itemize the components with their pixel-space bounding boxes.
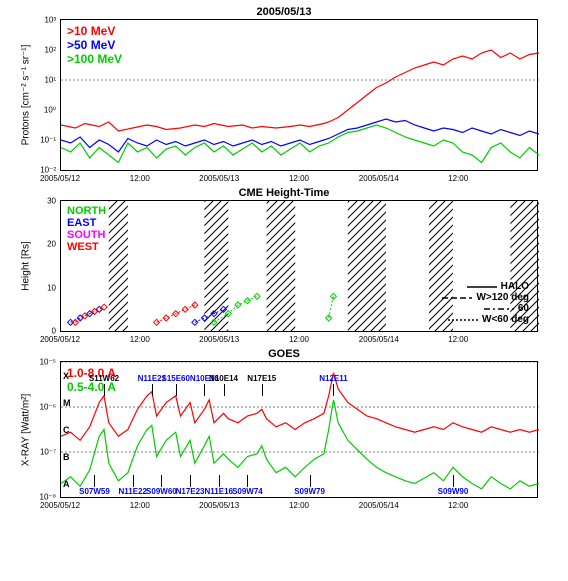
x-tick-label: 2005/05/14	[359, 501, 399, 510]
flare-tick	[247, 475, 248, 487]
flare-tick	[333, 384, 334, 396]
date-title: 2005/05/13	[5, 5, 563, 19]
goes-x-ticks: 2005/05/1212:002005/05/1312:002005/05/14…	[60, 501, 538, 513]
x-tick-label: 12:00	[448, 174, 468, 183]
y-tick-label: 30	[36, 197, 56, 206]
x-tick-label: 2005/05/13	[199, 335, 239, 344]
x-tick-label: 2005/05/13	[199, 501, 239, 510]
flare-tick	[219, 475, 220, 487]
flare-tick	[204, 384, 205, 396]
x-tick-label: 2005/05/13	[199, 174, 239, 183]
y-tick-label: 10²	[26, 46, 56, 55]
flare-label: S11W62	[89, 374, 119, 383]
protons-y-label: Protons [cm⁻² s⁻¹ sr⁻¹]	[21, 45, 32, 146]
flare-tick	[161, 475, 162, 487]
flare-label: N17E15	[247, 374, 276, 383]
goes-panel: X-RAY [Watt/m²] 1.0-8.0 A0.5-4.0 A 10⁻⁸1…	[60, 361, 538, 498]
flare-label: N17E23	[176, 487, 205, 496]
y-tick-label: 10⁻⁵	[26, 358, 56, 367]
y-tick-label: 10⁻¹	[26, 136, 56, 145]
flare-tick	[94, 475, 95, 487]
figure-container: 2005/05/13 Protons [cm⁻² s⁻¹ sr⁻¹] >10 M…	[5, 5, 563, 513]
flare-label: S09W60	[146, 487, 177, 496]
cme-y-label: Height [Rs]	[21, 241, 32, 290]
flare-tick	[453, 475, 454, 487]
protons-plot	[61, 20, 539, 170]
flare-tick	[190, 475, 191, 487]
flare-tick	[224, 384, 225, 396]
flare-label: N10E14	[209, 374, 238, 383]
flare-tick	[176, 384, 177, 396]
flare-tick	[310, 475, 311, 487]
goes-title: GOES	[5, 347, 563, 361]
x-tick-label: 2005/05/12	[40, 335, 80, 344]
protons-x-ticks: 2005/05/1212:002005/05/1312:002005/05/14…	[60, 174, 538, 186]
y-tick-label: 20	[36, 240, 56, 249]
x-tick-label: 12:00	[448, 501, 468, 510]
cme-plot	[61, 201, 539, 331]
y-tick-label: 10⁰	[26, 106, 56, 115]
flare-label: S15E60	[161, 374, 189, 383]
x-tick-label: 12:00	[289, 174, 309, 183]
flare-label: S09W79	[294, 487, 325, 496]
flare-tick	[104, 384, 105, 396]
flare-label: N11E22	[118, 487, 146, 496]
x-tick-label: 2005/05/14	[359, 174, 399, 183]
x-tick-label: 12:00	[130, 335, 150, 344]
cme-title: CME Height-Time	[5, 186, 563, 200]
flare-tick	[152, 384, 153, 396]
flare-label: S09W74	[232, 487, 263, 496]
y-tick-label: 10⁻⁷	[26, 448, 56, 457]
y-tick-label: 10³	[26, 16, 56, 25]
x-tick-label: 12:00	[130, 501, 150, 510]
protons-panel: Protons [cm⁻² s⁻¹ sr⁻¹] >10 MeV>50 MeV>1…	[60, 19, 538, 171]
flare-label: S07W59	[79, 487, 110, 496]
x-tick-label: 2005/05/14	[359, 335, 399, 344]
flare-label: N11E16	[205, 487, 233, 496]
flare-label: N12E11	[319, 374, 347, 383]
cme-x-ticks: 2005/05/1212:002005/05/1312:002005/05/14…	[60, 335, 538, 347]
x-tick-label: 2005/05/12	[40, 501, 80, 510]
flare-tick	[262, 384, 263, 396]
x-tick-label: 12:00	[289, 501, 309, 510]
flare-label: S09W90	[438, 487, 469, 496]
y-tick-label: 10⁻⁶	[26, 403, 56, 412]
x-tick-label: 2005/05/12	[40, 174, 80, 183]
x-tick-label: 12:00	[448, 335, 468, 344]
x-tick-label: 12:00	[130, 174, 150, 183]
flare-tick	[133, 475, 134, 487]
y-tick-label: 10¹	[26, 76, 56, 85]
y-tick-label: 10	[36, 283, 56, 292]
x-tick-label: 12:00	[289, 335, 309, 344]
cme-panel: Height [Rs] NORTHEASTSOUTHWEST HALOW>120…	[60, 200, 538, 332]
